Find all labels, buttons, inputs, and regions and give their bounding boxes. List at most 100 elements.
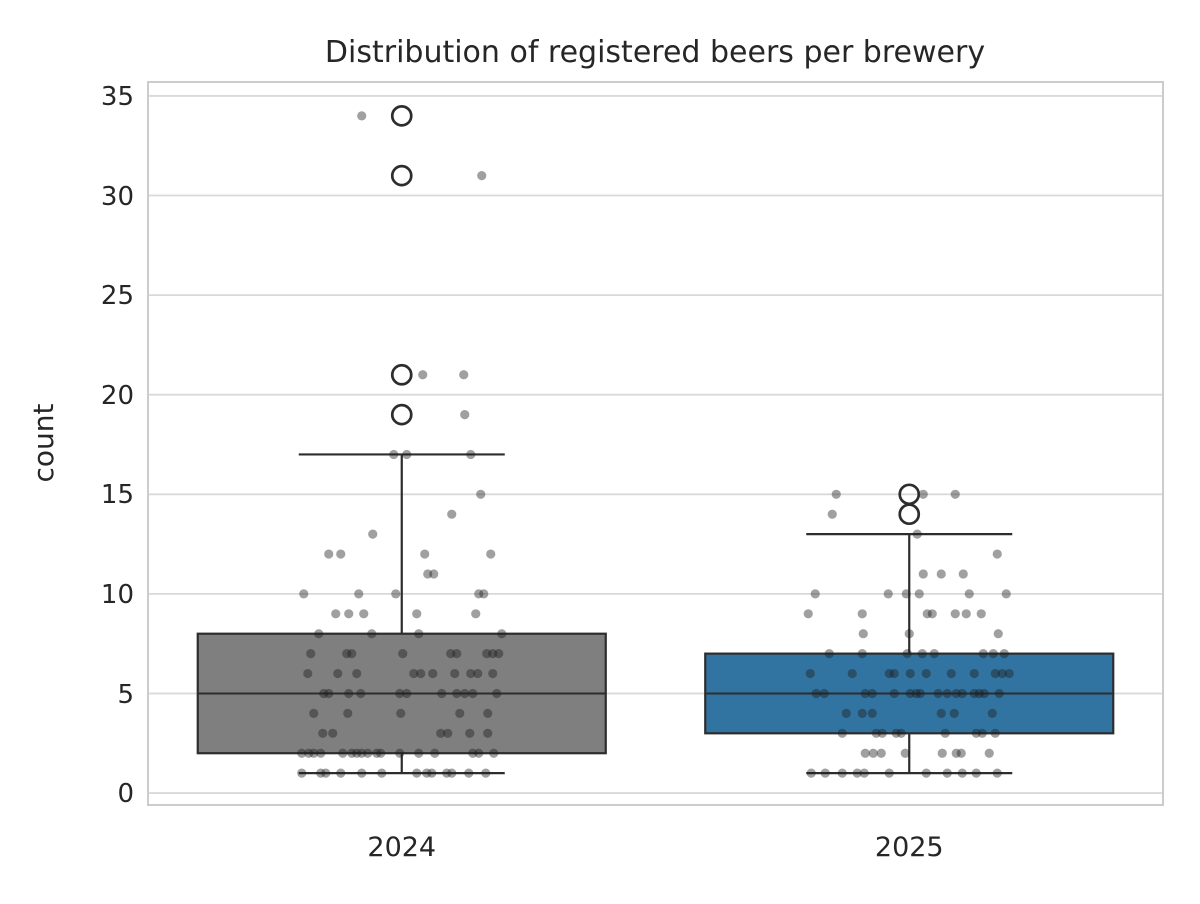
strip-point (811, 688, 821, 699)
outlier-circle (898, 503, 921, 526)
strip-point (950, 489, 960, 499)
strip-point (333, 668, 343, 679)
strip-point (992, 549, 1002, 559)
strip-point (992, 768, 1002, 778)
y-axis-label: count (27, 403, 60, 482)
strip-point (395, 688, 405, 699)
strip-point (468, 748, 478, 758)
strip-point (942, 768, 952, 778)
strip-point (937, 748, 947, 758)
strip-point (342, 649, 352, 659)
strip-point (376, 748, 386, 758)
y-tick-label-5: 5 (117, 680, 134, 710)
strip-point (389, 449, 399, 460)
strip-point (984, 748, 994, 758)
strip-point (914, 589, 924, 599)
strip-point (951, 688, 961, 699)
strip-point (477, 171, 487, 181)
strip-point (391, 589, 401, 599)
strip-point (979, 688, 989, 699)
strip-point (359, 609, 369, 619)
strip-point (857, 649, 867, 659)
strip-point (483, 728, 493, 738)
strip-point (450, 668, 460, 679)
strip-point (997, 668, 1007, 679)
strip-point (1004, 668, 1014, 679)
y-tick-label-25: 25 (101, 281, 134, 311)
y-tick-label-20: 20 (101, 381, 134, 411)
strip-point (402, 449, 412, 460)
strip-point (942, 688, 952, 699)
strip-point (347, 649, 357, 659)
strip-point (452, 649, 462, 659)
strip-point (429, 569, 439, 579)
strip-point (497, 629, 507, 639)
strip-point (416, 668, 426, 679)
strip-point (336, 549, 346, 559)
strip-point (489, 748, 499, 758)
strip-point (877, 728, 887, 738)
strip-point (455, 708, 465, 718)
strip-point (363, 748, 373, 758)
strip-point (436, 728, 446, 738)
strip-point (949, 708, 959, 718)
strip-point (354, 589, 364, 599)
strip-point (819, 688, 829, 699)
strip-point (460, 410, 470, 420)
strip-point (319, 688, 329, 699)
strip-point (297, 748, 307, 758)
strip-point (957, 688, 967, 699)
strip-point (402, 688, 412, 699)
strip-point (481, 768, 491, 778)
strip-point (957, 768, 967, 778)
strip-point (465, 728, 475, 738)
strip-point (847, 668, 857, 679)
strip-point (488, 649, 498, 659)
strip-point (430, 748, 440, 758)
strip-point (297, 768, 307, 778)
strip-point (900, 748, 910, 758)
strip-point (889, 668, 899, 679)
strip-point (867, 708, 877, 718)
strip-point (412, 609, 422, 619)
strip-point (933, 688, 943, 699)
strip-point (806, 768, 816, 778)
strip-point (318, 728, 328, 738)
strip-point (352, 668, 362, 679)
strip-point (837, 768, 847, 778)
strip-point (810, 589, 820, 599)
strip-point (414, 748, 424, 758)
strip-point (896, 728, 906, 738)
strip-point (905, 668, 915, 679)
strip-point (395, 748, 405, 758)
strip-point (969, 668, 979, 679)
strip-point (950, 609, 960, 619)
plot-border (147, 81, 1164, 806)
strip-point (314, 629, 324, 639)
strip-point (860, 748, 870, 758)
strip-point (994, 688, 1004, 699)
strip-point (921, 768, 931, 778)
strip-point (356, 688, 366, 699)
strip-point (917, 649, 927, 659)
strip-point (452, 688, 462, 699)
strip-point (936, 569, 946, 579)
strip-point (868, 748, 878, 758)
strip-point (427, 768, 437, 778)
strip-point (987, 708, 997, 718)
strip-point (398, 649, 408, 659)
strip-point (859, 768, 869, 778)
strip-point (324, 688, 334, 699)
strip-point (824, 649, 834, 659)
strip-point (977, 728, 987, 738)
strip-point (446, 649, 456, 659)
strip-point (956, 748, 966, 758)
chart-title: Distribution of registered beers per bre… (325, 35, 985, 70)
strip-point (468, 688, 478, 699)
strip-point (414, 629, 424, 639)
strip-point (428, 668, 438, 679)
strip-point (437, 688, 447, 699)
strip-point (921, 668, 931, 679)
strip-point (409, 668, 419, 679)
